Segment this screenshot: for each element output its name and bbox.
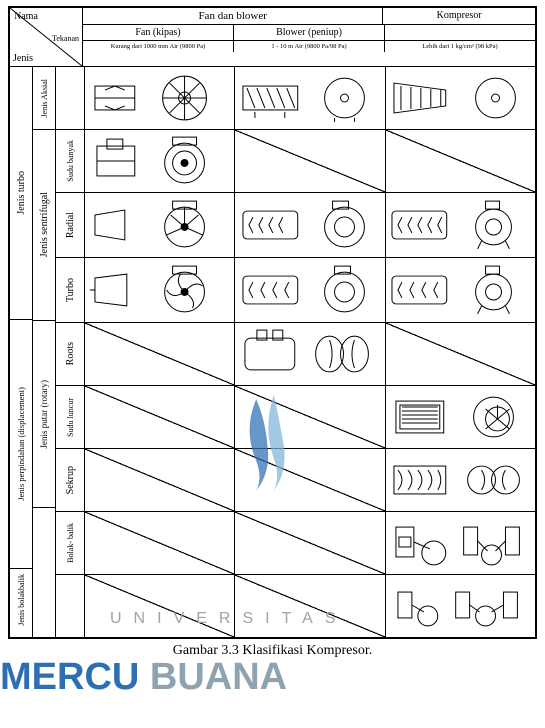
header-kompresor: Kompresor [383,8,535,24]
content-grid [85,67,535,637]
watermark-buana: BUANA [150,656,287,698]
cell-extra-blower [235,575,385,637]
sudubanyak-fan-icon [85,130,234,192]
radial-komp-icon [386,193,535,257]
header-corner-cell: Nama Tekanan Jenis [10,8,83,66]
cell-sudubanyak-komp [386,130,535,192]
axial-komp-icon [386,67,535,129]
sekrup-komp-icon [386,449,535,511]
header-jenis-label: Jenis [13,53,33,64]
cell-suduluncur-komp [386,386,535,448]
turbo-fan-icon [85,258,234,322]
row-aksial [85,67,535,130]
cell-bolakbalik-komp [386,512,535,574]
label-jenis-bolakbalik: Jenis bolakbalik [17,574,26,626]
row-sudu-luncur [85,386,535,449]
cell-suduluncur-fan [85,386,235,448]
classification-table: Nama Tekanan Jenis Fan dan blower Kompre… [8,6,537,639]
cell-radial-blower [235,193,385,257]
label-putar: Jenis putar (rotary) [39,380,49,448]
cell-roots-komp [386,323,535,385]
turbo-komp-icon [386,258,535,322]
header-fan-blower: Fan dan blower [83,8,383,24]
header-fan: Fan (kipas) [83,25,234,40]
cell-suduluncur-blower [235,386,385,448]
cell-radial-fan [85,193,235,257]
col-row-labels: Sudu banyak Radial Turbo Roots Sudu lunc… [56,67,85,637]
row-bolak-balik [85,512,535,575]
cell-bolakbalik-blower [235,512,385,574]
cell-extra-komp [386,575,535,637]
radial-blower-icon [235,193,384,257]
cell-aksial-fan [85,67,235,129]
cell-aksial-blower [235,67,385,129]
figure-caption: Gambar 3.3 Klasifikasi Kompresor. [0,643,545,659]
row-sekrup [85,449,535,512]
watermark-mercubuana: MERCU BUANA [0,656,287,699]
cell-turbo-blower [235,258,385,322]
table-header: Nama Tekanan Jenis Fan dan blower Kompre… [10,8,535,67]
label-jenis-turbo: Jenis turbo [16,171,27,215]
cell-sudubanyak-blower [235,130,385,192]
table-body: Jenis turbo Jenis perpindahan (displacem… [10,67,535,637]
watermark-mercu: MERCU [0,656,150,698]
cell-aksial-komp [386,67,535,129]
row-turbo [85,258,535,323]
header-press-fan: Kurang dari 1000 mm Air (9800 Pa) [83,41,234,52]
cell-roots-blower [235,323,385,385]
label-sudu-banyak: Sudu banyak [66,140,75,182]
label-sudu-luncur: Sudu luncur [66,398,75,437]
header-press-blower: 1 - 10 m Air (9800 Pa/98 Pa) [234,41,385,52]
cell-radial-komp [386,193,535,257]
cell-sekrup-blower [235,449,385,511]
roots-blower-icon [235,323,384,385]
label-turbo: Turbo [65,278,76,302]
radial-fan-icon [85,193,234,257]
header-blower: Blower (peniup) [234,25,385,40]
header-press-komp: Lebih dari 1 kg/cm² (98 kPa) [385,41,535,52]
row-radial [85,193,535,258]
suduluncur-komp-icon [386,386,535,448]
turbo-blower-icon [235,258,384,322]
cell-sekrup-fan [85,449,235,511]
label-aksial: Jenis Aksial [40,79,49,117]
extra-komp-icon [386,575,535,637]
label-jenis-perpindahan: Jenis perpindahan (displacement) [16,387,26,501]
cell-turbo-komp [386,258,535,322]
label-bolak-balik: Bolak- balik [66,523,75,563]
label-roots: Roots [65,342,76,365]
cell-bolakbalik-fan [85,512,235,574]
header-tekanan-label: Tekanan [52,34,79,43]
axial-blower-icon [235,67,384,129]
row-roots [85,323,535,386]
header-right: Fan dan blower Kompresor Fan (kipas) Blo… [83,8,535,66]
cell-sekrup-komp [386,449,535,511]
header-kompresor-blank [385,25,535,40]
axial-fan-icon [85,67,234,129]
row-sudu-banyak [85,130,535,193]
label-sekrup: Sekrup [65,466,76,494]
cell-turbo-fan [85,258,235,322]
header-nama-label: Nama [14,11,38,22]
cell-sudubanyak-fan [85,130,235,192]
cell-extra-fan [85,575,235,637]
label-radial: Radial [65,212,76,238]
col-jenis-outer: Jenis turbo Jenis perpindahan (displacem… [10,67,33,637]
label-sentrifugal: Jenis sentrifugal [39,192,50,257]
row-extra [85,575,535,637]
cell-roots-fan [85,323,235,385]
col-jenis-mid: Jenis Aksial Jenis sentrifugal Jenis put… [33,67,56,637]
bolakbalik-komp-icon [386,512,535,574]
